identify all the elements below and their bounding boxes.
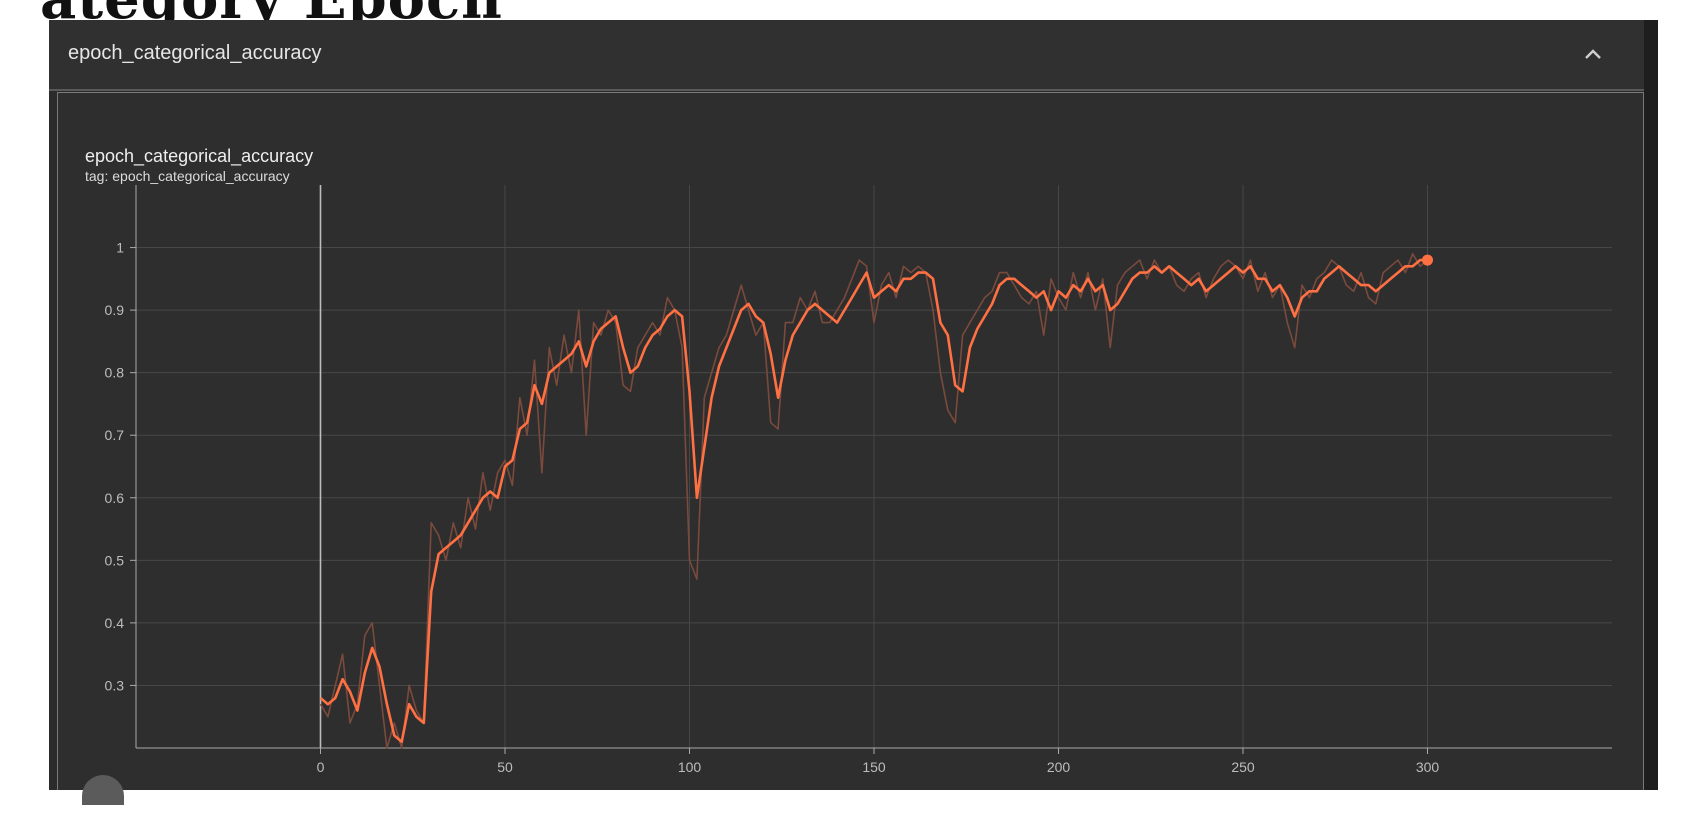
x-tick-label: 100	[678, 759, 702, 775]
panel-title: epoch_categorical_accuracy	[68, 42, 322, 64]
x-tick-label: 150	[862, 759, 886, 775]
chart-grid	[136, 185, 1612, 748]
last-point-marker	[1422, 254, 1433, 266]
scalar-panel: epoch_categorical_accuracy epoch_categor…	[49, 20, 1658, 813]
y-tick-label: 0.8	[105, 365, 125, 381]
panel-header[interactable]: epoch_categorical_accuracy	[49, 20, 1644, 91]
y-tick-label: 0.4	[105, 615, 125, 631]
bottom-crop	[49, 790, 1699, 824]
y-tick-label: 0.6	[105, 490, 125, 506]
chart-tag: tag: epoch_categorical_accuracy	[85, 168, 290, 184]
chart-tick-labels: 0.3 0.4 0.5 0.6 0.7 0.8 0.9 1 0 50 100 150 200 250 300	[105, 240, 1440, 775]
y-tick-label: 1	[116, 240, 124, 256]
scrollbar-track[interactable]	[1644, 20, 1658, 790]
x-tick-label: 0	[317, 759, 325, 775]
y-tick-label: 0.7	[105, 427, 125, 443]
chart-axes	[130, 185, 1612, 754]
x-tick-label: 300	[1416, 759, 1440, 775]
x-tick-label: 200	[1047, 759, 1071, 775]
page-heading-fragment: ategory Epoch	[40, 0, 503, 20]
chart-card: epoch_categorical_accuracy tag: epoch_ca…	[57, 92, 1644, 813]
chart-title: epoch_categorical_accuracy	[85, 146, 314, 166]
y-tick-label: 0.5	[105, 552, 125, 568]
smoothed-series-line	[319, 258, 1428, 744]
raw-series-line	[319, 253, 1429, 749]
x-tick-label: 50	[497, 759, 513, 775]
chart-series	[319, 253, 1433, 749]
y-tick-label: 0.9	[105, 302, 125, 318]
top-crop: ategory Epoch	[0, 0, 1699, 20]
x-tick-label: 250	[1231, 759, 1255, 775]
chevron-up-icon	[1585, 49, 1601, 59]
y-tick-label: 0.3	[105, 677, 125, 693]
floating-action-button[interactable]	[82, 775, 124, 805]
collapse-button[interactable]	[1573, 34, 1613, 74]
